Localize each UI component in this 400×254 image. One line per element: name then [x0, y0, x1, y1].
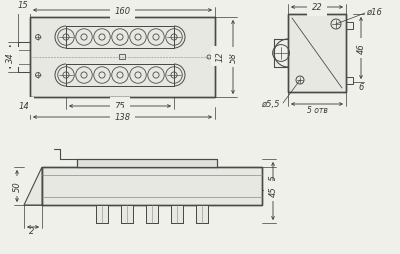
Text: ø16: ø16 — [366, 7, 382, 17]
Bar — [77, 159, 217, 167]
Text: 14: 14 — [19, 102, 29, 111]
Bar — [121, 205, 133, 223]
Text: 22: 22 — [312, 4, 322, 12]
Text: 2: 2 — [29, 227, 35, 235]
Text: 58: 58 — [228, 52, 238, 63]
Bar — [288, 15, 346, 93]
Text: 12: 12 — [216, 51, 224, 62]
Bar — [42, 167, 262, 205]
Bar — [288, 15, 346, 93]
Bar — [66, 65, 174, 87]
Text: 35: 35 — [268, 173, 278, 184]
Text: 34: 34 — [6, 52, 14, 63]
Bar — [96, 205, 108, 223]
Polygon shape — [24, 167, 42, 205]
Bar — [196, 205, 208, 223]
Bar — [346, 23, 353, 30]
Text: 45: 45 — [268, 186, 278, 197]
Bar — [30, 18, 215, 98]
Bar — [196, 205, 208, 223]
Bar — [171, 205, 183, 223]
Text: 5 отв: 5 отв — [306, 106, 328, 115]
Text: ø5,5: ø5,5 — [261, 100, 279, 109]
Bar — [171, 205, 183, 223]
Text: 46: 46 — [356, 43, 366, 54]
Bar — [66, 27, 174, 49]
Bar — [146, 205, 158, 223]
Bar — [77, 159, 217, 167]
Text: 75: 75 — [115, 102, 125, 111]
Bar — [119, 55, 125, 60]
Text: 15: 15 — [18, 2, 28, 10]
Bar — [146, 205, 158, 223]
Bar — [121, 205, 133, 223]
Text: 6: 6 — [358, 83, 364, 92]
Text: 160: 160 — [114, 6, 130, 15]
Bar — [42, 167, 262, 205]
Bar — [18, 43, 30, 73]
Text: 50: 50 — [12, 181, 22, 192]
Bar — [30, 18, 215, 98]
Bar — [96, 205, 108, 223]
Text: 138: 138 — [114, 113, 130, 122]
Bar — [346, 78, 353, 85]
